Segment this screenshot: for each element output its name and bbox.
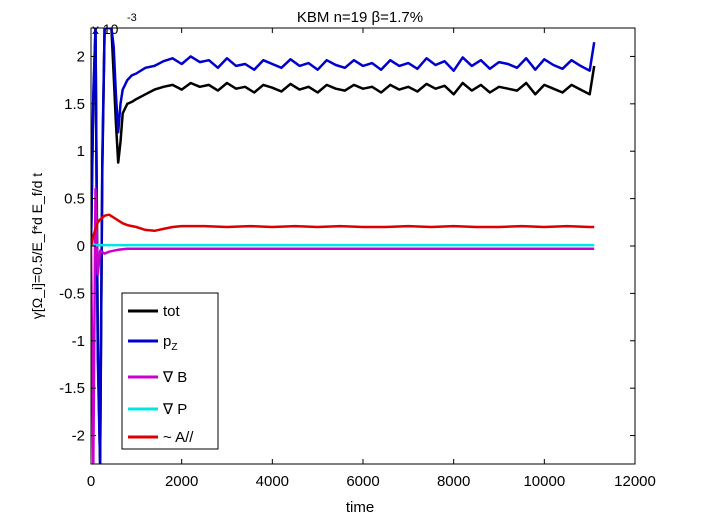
series-line-0 <box>91 28 596 464</box>
chart-title: KBM n=19 β=1.7% <box>297 9 423 26</box>
legend-label-3: ∇ P <box>162 401 187 418</box>
y-tick-label: 1 <box>77 143 85 160</box>
series-line-3 <box>91 242 595 247</box>
x-tick-label: 2000 <box>165 473 198 490</box>
x-tick-label: 12000 <box>614 473 656 490</box>
y-tick-label: 0.5 <box>64 191 85 208</box>
x-tick-label: 4000 <box>256 473 289 490</box>
y-tick-label: 1.5 <box>64 96 85 113</box>
y-tick-label: 0 <box>77 238 85 255</box>
y-tick-label: -1.5 <box>59 380 85 397</box>
x-tick-label: 10000 <box>523 473 565 490</box>
y-exponent-power: -3 <box>127 12 137 24</box>
x-axis-label: time <box>346 499 374 516</box>
y-tick-label: 2 <box>77 48 85 65</box>
x-tick-label: 8000 <box>437 473 470 490</box>
y-tick-label: -1 <box>72 333 85 350</box>
y-axis: -2 -1.5 -1 -0.5 0 0.5 1 1.5 2 <box>59 48 635 445</box>
x-tick-label: 6000 <box>346 473 379 490</box>
legend-label-0: tot <box>163 303 181 320</box>
legend-label-4: ~ A// <box>163 429 194 446</box>
x-axis: 0 2000 4000 6000 8000 10000 12000 <box>87 28 656 490</box>
series-layer <box>91 28 596 464</box>
y-axis-label: γ[Ω_i]=0.5/E_f*d E_f/d t <box>29 173 45 319</box>
series-line-4 <box>91 213 595 247</box>
legend-box <box>121 292 219 450</box>
y-tick-label: -2 <box>72 428 85 445</box>
legend-label-2: ∇ B <box>162 369 187 386</box>
y-tick-label: -0.5 <box>59 285 85 302</box>
x-tick-label: 0 <box>87 473 95 490</box>
series-line-1 <box>91 28 596 464</box>
